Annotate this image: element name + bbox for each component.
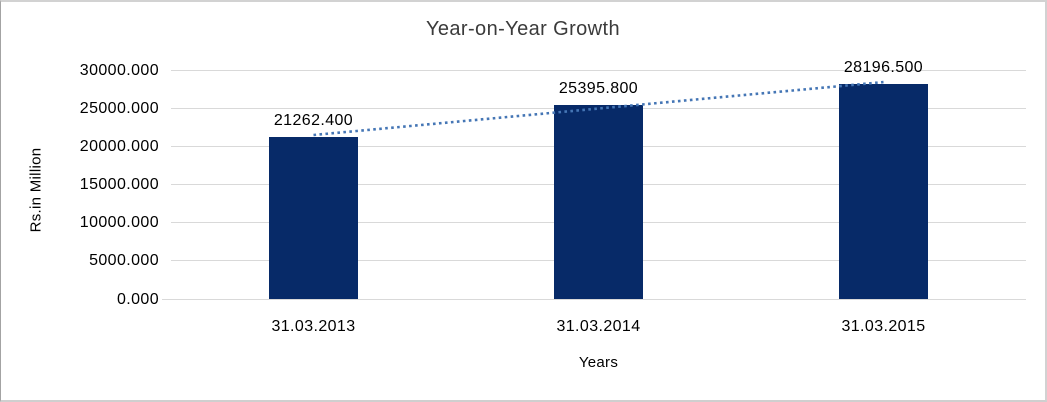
y-tick-label: 20000.000 xyxy=(79,137,159,155)
y-tick-label: 0.000 xyxy=(116,290,159,308)
x-axis-title: Years xyxy=(578,354,619,371)
x-tick-label: 31.03.2015 xyxy=(841,318,926,335)
y-tick-label: 25000.000 xyxy=(79,99,159,117)
bar-31.03.2013 xyxy=(269,136,358,299)
chart-title: Year-on-Year Growth xyxy=(425,18,620,40)
data-label: 28196.500 xyxy=(843,58,924,76)
data-label: 25395.800 xyxy=(558,80,639,98)
gridline xyxy=(171,69,1026,71)
y-tick-label: 10000.000 xyxy=(79,214,159,232)
data-label: 21262.400 xyxy=(273,111,354,129)
bar-31.03.2015 xyxy=(839,83,928,299)
trendline xyxy=(313,80,884,137)
y-tick-label: 15000.000 xyxy=(79,176,159,193)
x-axis-tick-labels: 31.03.2013 31.03.2014 31.03.2015 xyxy=(1,317,1045,337)
x-tick-label: 31.03.2014 xyxy=(556,318,641,335)
plot-area: 21262.400 25395.800 28196.500 xyxy=(162,59,1026,300)
y-tick-label: 30000.000 xyxy=(79,61,159,79)
y-tick-label: 5000.000 xyxy=(89,252,159,270)
x-tick-label: 31.03.2013 xyxy=(271,318,356,335)
y-axis-tick-labels: 0.000 5000.000 10000.000 15000.000 20000.000… xyxy=(1,2,159,400)
bar-31.03.2014 xyxy=(554,105,643,299)
gridline xyxy=(162,298,1026,300)
